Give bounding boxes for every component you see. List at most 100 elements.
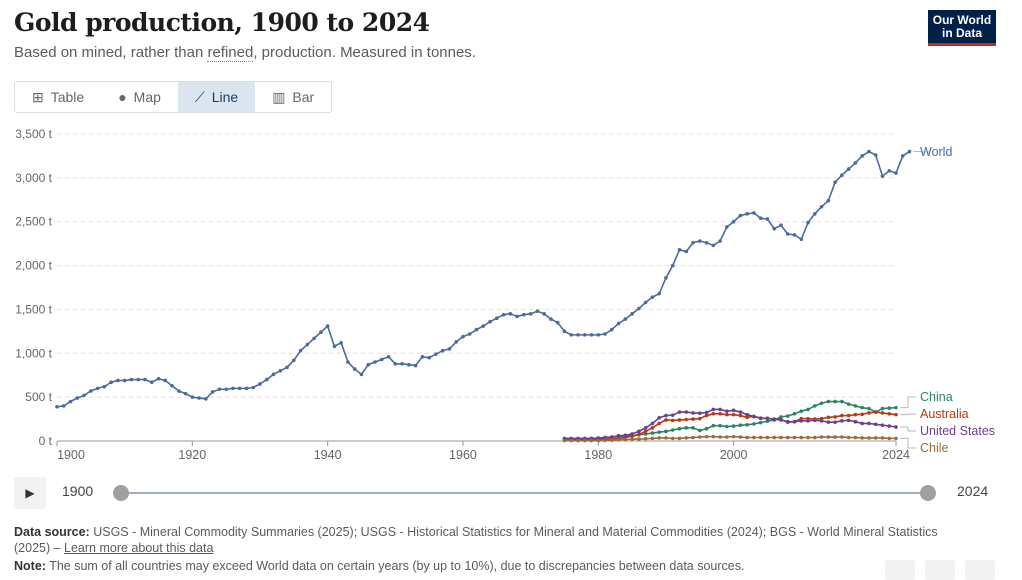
data-point — [712, 424, 716, 428]
data-point — [772, 436, 776, 440]
y-tick-label: 0 t — [39, 434, 53, 448]
tab-bar[interactable]: ▥Bar — [255, 82, 331, 112]
data-point — [177, 389, 181, 393]
data-point — [197, 396, 201, 400]
data-point — [278, 369, 282, 373]
data-point — [556, 321, 560, 325]
data-point — [833, 415, 837, 419]
data-point — [495, 316, 499, 320]
data-point — [671, 264, 675, 268]
data-point — [651, 422, 655, 426]
data-point — [712, 408, 716, 412]
data-point — [827, 420, 831, 424]
fullscreen-button[interactable] — [965, 560, 995, 580]
data-point — [739, 423, 743, 427]
data-point — [319, 330, 323, 334]
data-point — [718, 424, 722, 428]
data-point — [285, 366, 289, 370]
learn-more-link[interactable]: Learn more about this data — [64, 541, 213, 555]
timeline-end-label: 2024 — [957, 483, 988, 499]
timeline-end-handle[interactable] — [920, 485, 936, 501]
data-point — [793, 233, 797, 237]
tab-label: Bar — [292, 89, 314, 105]
play-icon: ▶ — [25, 486, 34, 500]
data-point — [745, 436, 749, 440]
x-tick-label: 1920 — [178, 448, 206, 462]
data-point — [793, 436, 797, 440]
data-point — [191, 395, 195, 399]
tab-line[interactable]: ⟋Line — [178, 82, 255, 112]
data-point — [705, 414, 709, 418]
y-tick-label: 3,500 t — [15, 127, 52, 141]
y-tick-label: 3,000 t — [15, 171, 52, 185]
timeline-track[interactable] — [121, 492, 928, 494]
refined-definition-link[interactable]: refined — [207, 44, 253, 62]
data-point — [678, 427, 682, 431]
tab-table[interactable]: ⊞Table — [15, 82, 101, 112]
data-point — [150, 380, 154, 384]
data-point — [657, 422, 661, 426]
data-point — [488, 320, 492, 324]
data-point — [333, 344, 337, 348]
data-point — [651, 431, 655, 435]
download-button[interactable] — [885, 560, 915, 580]
data-point — [806, 436, 810, 440]
data-point — [563, 330, 567, 334]
data-point — [123, 379, 127, 383]
data-point — [258, 382, 262, 386]
data-point — [522, 313, 526, 317]
data-point — [624, 317, 628, 321]
data-point — [698, 417, 702, 421]
data-point — [684, 410, 688, 414]
data-point — [698, 411, 702, 415]
share-button[interactable] — [925, 560, 955, 580]
data-point — [387, 355, 391, 359]
data-point — [569, 439, 573, 443]
data-point — [840, 173, 844, 177]
timeline-start-handle[interactable] — [113, 485, 129, 501]
data-point — [617, 434, 621, 438]
data-point — [806, 408, 810, 412]
data-point — [326, 324, 330, 328]
data-point — [705, 411, 709, 415]
data-point — [116, 379, 120, 383]
data-point — [82, 394, 86, 398]
data-point — [854, 413, 858, 417]
data-point — [881, 174, 885, 178]
data-point — [793, 420, 797, 424]
data-point — [380, 358, 384, 362]
data-point — [475, 328, 479, 332]
data-point — [833, 400, 837, 404]
data-point — [691, 436, 695, 440]
data-point — [881, 423, 885, 427]
data-point — [373, 360, 377, 364]
data-point — [894, 425, 898, 429]
data-point — [833, 435, 837, 439]
x-tick-label: 2000 — [720, 448, 748, 462]
data-point — [854, 436, 858, 440]
data-point — [657, 430, 661, 434]
data-point — [664, 436, 668, 440]
data-point — [827, 416, 831, 420]
data-point — [671, 428, 675, 432]
data-point — [887, 169, 891, 173]
data-point — [806, 419, 810, 423]
data-point — [637, 307, 641, 311]
data-point — [529, 312, 533, 316]
play-button[interactable]: ▶ — [14, 477, 46, 509]
tab-map[interactable]: ●Map — [101, 82, 178, 112]
subtitle-text-end: , production. Measured in tonnes. — [253, 44, 476, 61]
data-point — [840, 435, 844, 439]
data-point — [251, 386, 255, 390]
data-point — [833, 420, 837, 424]
data-point — [569, 333, 573, 337]
data-point — [542, 312, 546, 316]
data-point — [204, 397, 208, 401]
data-point — [725, 435, 729, 439]
data-point — [664, 414, 668, 418]
tab-label: Map — [134, 89, 161, 105]
data-point — [394, 362, 398, 366]
y-tick-label: 2,000 t — [15, 259, 52, 273]
data-point — [847, 436, 851, 440]
